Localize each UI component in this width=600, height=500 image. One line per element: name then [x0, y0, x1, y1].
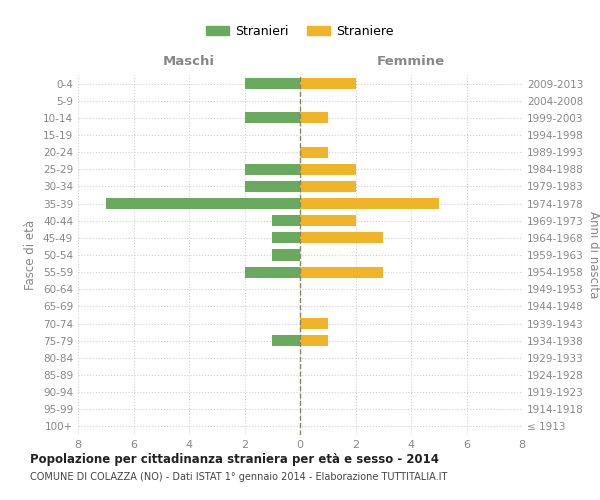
Text: Popolazione per cittadinanza straniera per età e sesso - 2014: Popolazione per cittadinanza straniera p…: [30, 452, 439, 466]
Bar: [245, 266, 300, 278]
Bar: [245, 181, 300, 192]
Bar: [300, 232, 383, 243]
Bar: [272, 335, 300, 346]
Bar: [300, 335, 328, 346]
Bar: [300, 181, 355, 192]
Bar: [300, 146, 328, 158]
Bar: [272, 215, 300, 226]
Bar: [300, 198, 439, 209]
Bar: [300, 78, 355, 89]
Text: Maschi: Maschi: [163, 55, 215, 68]
Bar: [300, 215, 355, 226]
Bar: [245, 78, 300, 89]
Bar: [300, 112, 328, 124]
Bar: [245, 112, 300, 124]
Legend: Stranieri, Straniere: Stranieri, Straniere: [202, 20, 398, 43]
Bar: [300, 318, 328, 329]
Text: Femmine: Femmine: [377, 55, 445, 68]
Bar: [106, 198, 300, 209]
Bar: [272, 250, 300, 260]
Y-axis label: Fasce di età: Fasce di età: [25, 220, 37, 290]
Bar: [300, 164, 355, 175]
Text: COMUNE DI COLAZZA (NO) - Dati ISTAT 1° gennaio 2014 - Elaborazione TUTTITALIA.IT: COMUNE DI COLAZZA (NO) - Dati ISTAT 1° g…: [30, 472, 448, 482]
Y-axis label: Anni di nascita: Anni di nascita: [587, 212, 600, 298]
Bar: [272, 232, 300, 243]
Bar: [245, 164, 300, 175]
Bar: [300, 266, 383, 278]
